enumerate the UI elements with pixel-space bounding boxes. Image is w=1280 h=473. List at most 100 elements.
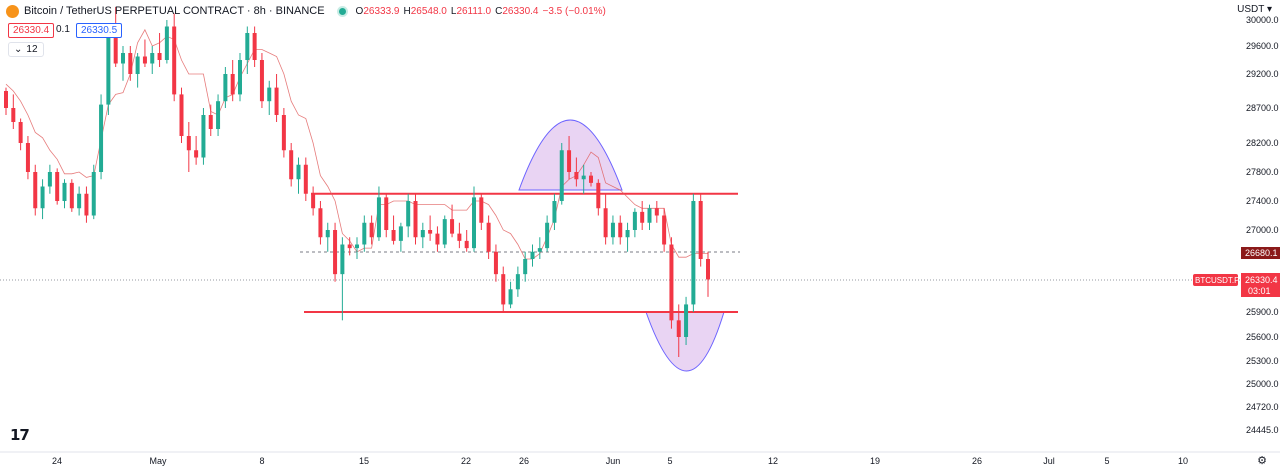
price-axis[interactable]: 30000.0 29600.0 29200.0 28700.0 28200.0 27800… (1193, 0, 1280, 452)
chevron-down-icon: ⌄ (14, 44, 23, 55)
time-tick-label: 22 (461, 456, 471, 466)
candle (84, 186, 89, 223)
candle-body (230, 74, 235, 95)
candle (25, 136, 30, 180)
candle-body (121, 53, 125, 64)
candle (472, 186, 476, 252)
candle (662, 208, 667, 252)
symbol-tag[interactable] (1193, 274, 1238, 286)
price-tick-label: 28700.0 (1246, 103, 1279, 113)
candle-body (40, 186, 45, 209)
candle-body (311, 193, 316, 209)
tradingview-logo-icon[interactable]: 17 (10, 426, 30, 444)
candle-body (384, 197, 389, 230)
candle-body (676, 320, 681, 337)
buy-price-button[interactable]: 26330.5 (76, 23, 123, 38)
candle (654, 201, 659, 223)
market-open-icon (338, 7, 346, 15)
candle (150, 46, 155, 74)
symbol-title[interactable]: Bitcoin / TetherUS PERPETUAL CONTRACT · … (24, 5, 325, 17)
candle (4, 87, 8, 115)
candle-body (150, 53, 155, 64)
candle-body (62, 182, 67, 201)
candle-body (77, 193, 82, 209)
candle (194, 136, 199, 165)
candle (574, 157, 579, 187)
indicator-toggle[interactable]: ⌄ 12 (8, 42, 44, 57)
candle (62, 179, 67, 209)
time-tick-label: 26 (519, 456, 529, 466)
candle-body (208, 115, 213, 129)
candle-body (216, 101, 221, 129)
time-tick-label: 12 (768, 456, 778, 466)
candle-body (684, 304, 689, 337)
candle-body (640, 211, 645, 223)
candle-body (259, 60, 264, 102)
candle-body (493, 251, 498, 275)
candle-body (128, 53, 133, 74)
ohlc-change: −3.5 (−0.01%) (542, 5, 606, 17)
candle-body (457, 233, 462, 241)
candle (479, 193, 484, 230)
candle-body (618, 222, 623, 238)
candle (530, 244, 535, 267)
candle (647, 204, 652, 230)
time-tick-label: 15 (359, 456, 369, 466)
candle (142, 39, 147, 67)
price-tick-label: 25000.0 (1246, 379, 1279, 389)
candle-body (515, 274, 520, 290)
price-axis-bg (1240, 0, 1280, 452)
candle-body (450, 219, 455, 234)
candle (121, 46, 125, 81)
candle-body (55, 172, 60, 201)
candle-body (589, 175, 593, 183)
horizontal-levels[interactable] (0, 192, 1240, 313)
candle (559, 143, 564, 205)
price-tick-label: 25300.0 (1246, 356, 1279, 366)
candle-body (574, 172, 579, 180)
candle-body (369, 222, 374, 238)
candle-body (325, 230, 330, 238)
time-tick-label: Jul (1043, 456, 1055, 466)
time-tick-label: Jun (606, 456, 621, 466)
candle-body (267, 87, 272, 102)
time-tick-label: 26 (972, 456, 982, 466)
candle (333, 222, 338, 282)
candle (106, 26, 111, 115)
reference-price-badge (1241, 247, 1280, 259)
candle-body (654, 208, 659, 216)
sell-price-button[interactable]: 26330.4 (8, 23, 55, 38)
candle (77, 186, 82, 216)
bitcoin-icon (6, 4, 19, 18)
candle-body (559, 150, 564, 201)
candle-body (523, 259, 528, 275)
gear-icon[interactable]: ⚙ (1257, 455, 1267, 467)
price-tick-label: 30000.0 (1246, 15, 1279, 25)
candle (552, 193, 557, 230)
candle-body (194, 150, 199, 158)
candle (632, 208, 637, 238)
candle (450, 204, 455, 238)
last-price-badge (1241, 273, 1280, 297)
ohlc-high: H26548.0 (403, 5, 447, 17)
candle (47, 164, 52, 194)
candle-body (142, 56, 147, 64)
price-tick-label: 28200.0 (1246, 138, 1279, 148)
candle-body (545, 222, 550, 249)
candle-body (245, 33, 250, 60)
candle-body (333, 230, 338, 275)
candle-body (706, 259, 710, 280)
candle (172, 13, 177, 102)
candle (69, 179, 74, 212)
candle (303, 157, 308, 201)
candle-body (479, 197, 484, 223)
candle-body (303, 164, 308, 194)
price-tick-label: 27000.0 (1246, 225, 1279, 235)
time-axis[interactable]: 24 May 8 15 22 26 Jun 5 12 19 26 Jul 5 10 ⚙ (0, 451, 1280, 467)
candle (223, 67, 228, 108)
candle-body (164, 26, 169, 60)
chart-header: Bitcoin / TetherUS PERPETUAL CONTRACT · … (0, 0, 606, 22)
candle (347, 237, 352, 256)
currency-selector[interactable]: USDT ▾ (1237, 4, 1272, 15)
